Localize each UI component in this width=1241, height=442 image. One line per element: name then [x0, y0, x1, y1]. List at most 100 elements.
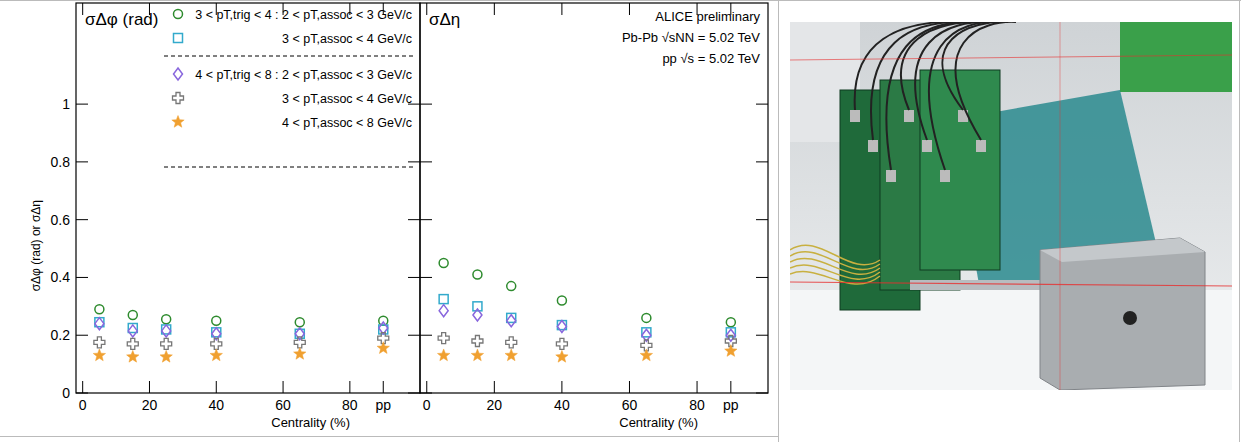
legend-label: 4 < pT,assoc < 8 GeV/c: [282, 116, 412, 130]
x-tick: [697, 381, 698, 393]
data-point: [556, 338, 567, 349]
green-panel: [1120, 22, 1232, 92]
data-point: [506, 337, 517, 348]
data-point: [557, 321, 566, 333]
border-line: [1239, 0, 1240, 442]
legend-marker: [173, 93, 184, 104]
connector: [850, 110, 860, 122]
data-point: [211, 338, 222, 349]
y-tick-label: 0.4: [51, 269, 71, 285]
data-point: [473, 309, 482, 321]
x-tick: [82, 381, 83, 393]
y-tick: [756, 277, 768, 278]
x-tick: [349, 381, 350, 393]
legend-marker: [172, 116, 184, 128]
border-line: [0, 0, 1241, 1]
series: [93, 342, 389, 362]
series: [437, 345, 737, 363]
data-point: [640, 349, 652, 361]
y-tick-label: 0: [62, 385, 70, 401]
x-tick-label: 80: [689, 397, 705, 413]
series: [439, 295, 735, 337]
data-point: [95, 305, 104, 314]
y-tick: [420, 161, 432, 162]
connector: [922, 140, 932, 152]
legend-label: 3 < pT,trig < 4 : 2 < pT,assoc < 3 GeV/c: [195, 8, 412, 22]
x-tick-label: 40: [208, 397, 224, 413]
y-tick: [420, 393, 432, 394]
y-tick: [420, 277, 432, 278]
x-tick: [216, 381, 217, 393]
x-tick-label: 20: [142, 397, 158, 413]
data-point: [472, 336, 483, 347]
series: [439, 305, 735, 342]
y-tick: [76, 219, 88, 220]
data-point: [295, 328, 304, 340]
data-point: [161, 338, 172, 349]
data-point: [128, 311, 137, 320]
connector: [868, 140, 878, 152]
data-point: [212, 316, 221, 325]
x-tick-label: 60: [622, 397, 638, 413]
y-tick: [408, 219, 420, 220]
series: [439, 259, 735, 327]
x-tick-label: 20: [487, 397, 503, 413]
data-point: [505, 349, 517, 361]
data-point: [438, 333, 449, 344]
cable: [915, 22, 992, 140]
x-axis-title: Centrality (%): [619, 415, 698, 430]
x-tick-label: pp: [723, 397, 739, 413]
annotation: ALICE preliminary: [655, 9, 760, 24]
laser-line: [790, 282, 1232, 286]
panel: 00.20.40.60.81020406080ppCentrality (%)σ…: [29, 3, 420, 430]
series: [95, 318, 388, 339]
data-point: [507, 282, 516, 291]
y-tick: [76, 104, 88, 105]
y-tick: [408, 335, 420, 336]
data-point: [94, 337, 105, 348]
border-line: [0, 436, 778, 437]
page-frame: [0, 0, 1241, 442]
marks: [437, 259, 737, 363]
y-tick-label: 1: [62, 96, 70, 112]
y-tick-label: 0.6: [51, 212, 71, 228]
legend-marker: [174, 34, 183, 43]
legend: 3 < pT,trig < 4 : 2 < pT,assoc < 3 GeV/c…: [164, 8, 414, 168]
y-tick: [420, 219, 432, 220]
connector: [886, 170, 896, 182]
legend-label: 4 < pT,trig < 8 : 2 < pT,assoc < 3 GeV/c: [195, 68, 412, 82]
panel-title: σΔφ (rad): [85, 10, 159, 29]
x-tick-label: 60: [275, 397, 291, 413]
data-point: [471, 349, 483, 361]
data-point: [160, 350, 172, 362]
cube-hole: [1123, 311, 1137, 325]
photo: [790, 22, 1232, 390]
legend-label: 3 < pT,assoc < 4 GeV/c: [282, 92, 412, 106]
data-point: [162, 325, 171, 337]
x-tick: [494, 381, 495, 393]
data-point: [725, 345, 737, 357]
border-line: [778, 0, 779, 442]
y-tick: [76, 277, 88, 278]
connector: [940, 170, 950, 182]
data-point: [93, 349, 105, 361]
x-tick: [561, 381, 562, 393]
y-tick: [408, 393, 420, 394]
y-tick: [76, 161, 88, 162]
series: [94, 333, 389, 350]
y-tick: [420, 335, 432, 336]
x-tick: [494, 3, 495, 15]
y-axis-title: σΔφ (rad) or σΔη: [29, 200, 43, 291]
photo-background: [790, 22, 1232, 390]
x-tick: [629, 3, 630, 15]
data-point: [557, 296, 566, 305]
plot-frame: [76, 3, 420, 393]
data-point: [128, 325, 137, 337]
x-tick-label: 40: [554, 397, 570, 413]
data-point: [437, 349, 449, 361]
x-tick-label: 0: [423, 397, 431, 413]
legend-marker: [174, 10, 183, 19]
annotation: Pb-Pb √sNN = 5.02 TeV: [622, 30, 760, 45]
x-tick: [283, 381, 284, 393]
x-tick: [730, 381, 731, 393]
